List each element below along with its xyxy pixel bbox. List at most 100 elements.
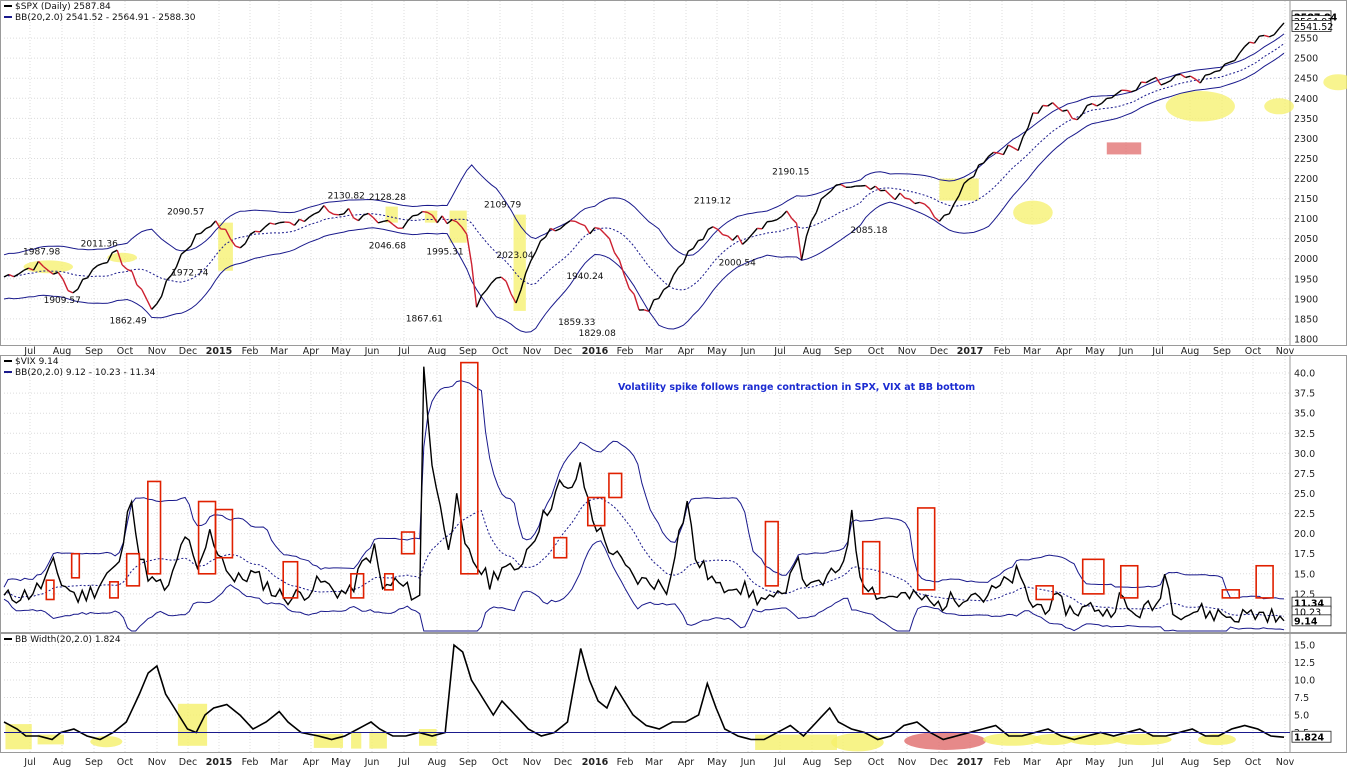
- x-tick-label-top: Jul: [1151, 346, 1163, 357]
- y-tick-label: 22.5: [1294, 509, 1315, 520]
- price-segment: [889, 194, 896, 201]
- x-tick-label: Sep: [1213, 757, 1231, 768]
- price-annotation: 1987.98: [23, 248, 60, 258]
- x-tick-label: 2017: [957, 757, 983, 768]
- highlight-box: [1119, 564, 1139, 599]
- x-tick-label-top: Dec: [930, 346, 948, 357]
- price-segment: [682, 250, 689, 264]
- price-segment: [815, 198, 822, 213]
- highlight-box: [861, 540, 881, 595]
- price-segment: [249, 230, 256, 235]
- price-segment: [1224, 61, 1231, 65]
- price-segment: [170, 266, 177, 276]
- price-segment: [1007, 144, 1014, 149]
- price-segment: [1185, 75, 1191, 79]
- panel-frame: [0, 355, 1347, 633]
- price-segment: [1234, 52, 1241, 61]
- price-segment: [47, 270, 54, 275]
- price-segment: [1086, 103, 1093, 107]
- x-tick-label-top: Jun: [740, 346, 756, 357]
- price-segment: [1027, 112, 1034, 129]
- y-tick-label: 37.5: [1294, 389, 1315, 400]
- price-segment: [574, 220, 581, 225]
- price-segment: [515, 289, 522, 304]
- x-tick-label: Apr: [303, 757, 320, 768]
- price-segment: [185, 245, 192, 251]
- price-segment: [663, 285, 670, 291]
- highlight-ellipse: [1264, 98, 1294, 115]
- price-segment: [1190, 75, 1196, 80]
- y-tick-label: 27.5: [1294, 469, 1315, 480]
- price-segment: [1091, 103, 1098, 107]
- price-segment: [613, 252, 620, 261]
- y-tick-label: 35.0: [1294, 409, 1315, 420]
- highlight-rect: [939, 178, 979, 201]
- y-tick-label: 40.0: [1294, 369, 1315, 380]
- x-tick-label-top: 2017: [957, 346, 983, 357]
- x-tick-label-top: Oct: [117, 346, 134, 357]
- spx-panel: 1800 1850 1900 1950 2000 2050 2100 2150 2200 2250…: [0, 0, 1347, 346]
- x-tick-label: Feb: [994, 757, 1011, 768]
- price-segment: [195, 232, 202, 235]
- price-segment: [299, 218, 305, 223]
- last-value-box: [1291, 730, 1332, 743]
- price-segment: [776, 215, 783, 221]
- price-segment: [417, 210, 423, 216]
- bb-upper-line: [3, 380, 1285, 600]
- highlight-ellipse: [1323, 74, 1347, 91]
- bb-upper-line: [3, 33, 1285, 256]
- price-segment: [712, 226, 719, 231]
- price-segment: [1239, 46, 1246, 54]
- x-tick-label-top: Feb: [242, 346, 259, 357]
- price-segment: [928, 208, 936, 218]
- price-segment: [146, 299, 153, 310]
- price-segment: [938, 214, 945, 222]
- price-segment: [761, 221, 768, 230]
- price-segment: [3, 273, 10, 278]
- price-segment: [944, 213, 950, 217]
- price-segment: [180, 249, 187, 255]
- price-segment: [628, 288, 635, 295]
- highlight-ellipse: [1032, 733, 1074, 746]
- bb-lower-line: [3, 540, 1285, 632]
- x-tick-label: Apr: [1056, 757, 1073, 768]
- highlight-rect: [1106, 142, 1142, 155]
- price-segment: [490, 277, 497, 284]
- x-tick-label: Oct: [117, 757, 134, 768]
- price-segment: [338, 213, 344, 216]
- price-segment: [870, 185, 876, 191]
- price-segment: [357, 214, 364, 222]
- price-segment: [618, 259, 625, 276]
- highlight-box: [916, 507, 936, 591]
- price-segment: [540, 236, 546, 242]
- bb-middle-line: [3, 43, 1285, 291]
- price-segment: [953, 195, 960, 205]
- price-segment: [1126, 89, 1132, 93]
- price-segment: [564, 220, 571, 225]
- price-segment: [485, 282, 492, 291]
- legend-entry: BB(20,2.0) 9.12 - 10.23 - 11.34: [15, 368, 156, 378]
- legend-entry: BB(20,2.0) 2541.52 - 2564.91 - 2588.30: [15, 13, 196, 23]
- price-segment: [470, 264, 478, 308]
- highlight-box: [125, 552, 141, 587]
- price-segment: [259, 226, 266, 233]
- price-segment: [13, 273, 20, 278]
- price-segment: [289, 221, 295, 226]
- x-tick-label: Feb: [242, 757, 259, 768]
- x-tick-label-top: Sep: [834, 346, 852, 357]
- price-segment: [1037, 105, 1044, 114]
- price-annotation: 2000.54: [719, 259, 756, 269]
- y-tick-label: 32.5: [1294, 429, 1315, 440]
- price-segment: [141, 289, 148, 300]
- y-tick-label: 1800: [1294, 334, 1318, 345]
- y-tick-label: 15.0: [1294, 569, 1315, 580]
- price-segment: [32, 261, 40, 271]
- highlight-box: [586, 496, 606, 527]
- last-value-label: 9.14: [1294, 616, 1318, 627]
- x-tick-label: Sep: [834, 757, 852, 768]
- last-value-box: [1291, 20, 1332, 32]
- highlight-ellipse: [1013, 200, 1053, 225]
- price-segment: [353, 217, 359, 222]
- price-segment: [909, 198, 916, 205]
- price-segment: [1264, 34, 1270, 38]
